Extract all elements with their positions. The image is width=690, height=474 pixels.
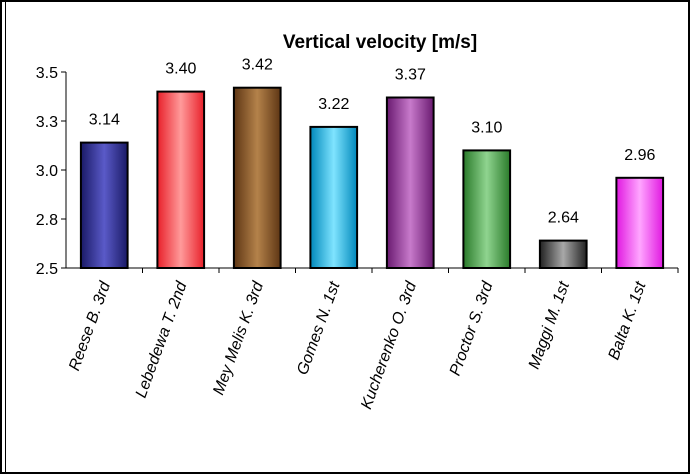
data-label: 3.14 [89, 112, 120, 129]
bar [309, 125, 359, 270]
frame-border-left [0, 0, 2, 474]
bar [538, 239, 588, 270]
category-label: Proctor S. 3rd [447, 279, 497, 379]
category-label: Lebedewa T. 2nd [133, 279, 191, 401]
bar [79, 141, 129, 270]
data-label: 3.42 [242, 57, 273, 74]
bar [156, 90, 206, 269]
category-label: Gomes N. 1st [294, 279, 344, 377]
frame-border-left-inner [5, 0, 6, 474]
bar [385, 96, 435, 269]
category-label: Kucherenko O. 3rd [358, 279, 420, 412]
data-label: 2.96 [624, 147, 655, 164]
bar [462, 149, 512, 269]
data-label: 3.22 [318, 96, 349, 113]
axes-layer [61, 71, 679, 273]
data-label: 3.40 [165, 61, 196, 78]
bars-layer [79, 86, 665, 270]
category-label: Reese B. 3rd [66, 279, 114, 374]
y-tick-label: 2.5 [36, 261, 58, 278]
frame-border-top [0, 0, 690, 2]
y-tick-label: 3.0 [36, 163, 58, 180]
bar [232, 86, 282, 269]
frame-border-right [688, 0, 690, 474]
data-label: 3.10 [471, 119, 502, 136]
chart-title: Vertical velocity [m/s] [283, 32, 477, 53]
y-tick-label: 2.8 [36, 212, 58, 229]
y-tick-label: 3.3 [36, 114, 58, 131]
category-label: Balta K. 1st [606, 279, 650, 362]
data-label: 3.37 [395, 67, 426, 84]
data-label: 2.64 [548, 210, 579, 227]
bar [615, 176, 665, 269]
category-label: Mey Melis K. 3rd [210, 279, 267, 398]
y-tick-label: 3.5 [36, 65, 58, 82]
frame-border-bottom [0, 472, 690, 474]
category-label: Maggi M. 1st [526, 279, 573, 371]
